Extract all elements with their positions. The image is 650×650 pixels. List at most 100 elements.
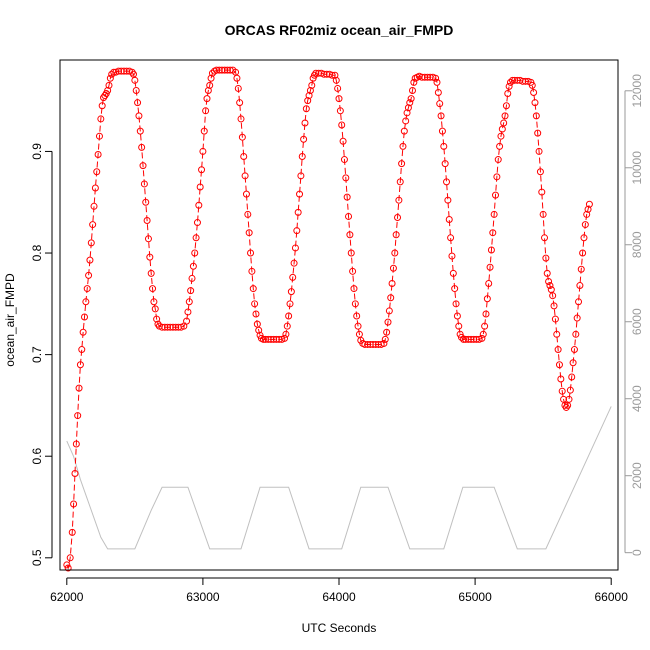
primary-series	[63, 66, 593, 572]
data-point	[434, 89, 442, 97]
data-point	[285, 312, 293, 320]
data-point	[104, 86, 112, 94]
data-point	[570, 346, 578, 354]
data-point	[388, 280, 396, 288]
data-point	[83, 285, 91, 293]
data-point	[349, 267, 357, 275]
data-point	[403, 109, 411, 117]
data-point	[320, 70, 328, 78]
data-point	[478, 334, 486, 342]
data-point	[289, 273, 297, 281]
data-point	[565, 395, 573, 403]
data-point	[106, 74, 114, 82]
y-axis-label: ocean_air_FMPD	[3, 273, 17, 367]
data-point	[408, 86, 416, 94]
data-point	[436, 100, 444, 108]
data-point	[221, 66, 229, 74]
data-point	[140, 180, 148, 188]
data-point	[350, 285, 358, 293]
data-point	[191, 249, 199, 257]
data-point	[120, 67, 128, 75]
data-point	[528, 81, 536, 89]
data-point	[443, 178, 451, 186]
data-point	[187, 287, 195, 295]
data-point	[441, 160, 449, 168]
data-point	[407, 95, 415, 103]
data-point	[184, 308, 192, 316]
data-point	[272, 335, 280, 343]
data-point	[351, 300, 359, 308]
data-point	[381, 335, 389, 343]
y-tick-label: 0.7	[30, 346, 44, 363]
data-point	[86, 256, 94, 264]
x-tick-label: 65000	[458, 590, 492, 604]
data-point	[247, 249, 255, 257]
data-point	[340, 156, 348, 164]
data-point	[286, 300, 294, 308]
data-point	[68, 528, 76, 536]
data-point	[71, 469, 79, 477]
data-point	[215, 66, 223, 74]
data-point	[546, 282, 554, 290]
data-point	[347, 249, 355, 257]
data-point	[237, 115, 245, 123]
data-point	[115, 67, 123, 75]
data-point	[196, 183, 204, 191]
data-point	[437, 112, 445, 120]
data-point	[543, 269, 551, 277]
y-tick-label: 0.8	[30, 244, 44, 261]
data-point	[562, 403, 570, 411]
data-point	[251, 300, 259, 308]
data-point	[451, 285, 459, 293]
data-point	[233, 74, 241, 82]
y-tick-label: 0.6	[30, 448, 44, 465]
data-point	[448, 252, 456, 260]
data-point	[238, 133, 246, 141]
data-point	[108, 70, 116, 78]
data-point	[354, 322, 362, 330]
data-point	[213, 66, 221, 74]
y2-tick-label: 6000	[630, 308, 644, 335]
data-point	[493, 173, 501, 181]
data-point	[158, 323, 166, 331]
data-point	[366, 340, 374, 348]
data-point	[131, 76, 139, 84]
data-point	[553, 330, 561, 338]
data-point	[531, 99, 539, 107]
data-point	[486, 263, 494, 271]
data-point	[457, 333, 465, 341]
data-point	[82, 298, 90, 306]
data-point	[283, 322, 291, 330]
data-point	[80, 313, 88, 321]
data-point	[91, 184, 99, 192]
data-point	[97, 115, 105, 123]
data-point	[74, 412, 82, 420]
data-point	[406, 99, 414, 107]
data-point	[467, 335, 475, 343]
data-point	[389, 264, 397, 272]
data-point	[369, 340, 377, 348]
data-point	[511, 76, 519, 84]
data-point	[496, 142, 504, 150]
data-point	[577, 265, 585, 273]
y-tick-label: 0.9	[30, 143, 44, 160]
data-point	[331, 71, 339, 79]
data-point	[396, 178, 404, 186]
data-point	[581, 221, 589, 229]
data-point	[328, 71, 336, 79]
data-point	[410, 78, 418, 86]
data-point	[236, 99, 244, 107]
data-point	[143, 217, 151, 225]
data-point	[255, 326, 263, 334]
data-point	[576, 282, 584, 290]
data-point	[383, 328, 391, 336]
data-point	[506, 78, 514, 86]
data-point	[72, 440, 80, 448]
data-point	[433, 78, 441, 86]
data-point	[311, 71, 319, 79]
data-point	[267, 335, 275, 343]
data-point	[110, 68, 118, 76]
data-point	[234, 84, 242, 92]
data-point	[361, 340, 369, 348]
data-point	[188, 274, 196, 282]
